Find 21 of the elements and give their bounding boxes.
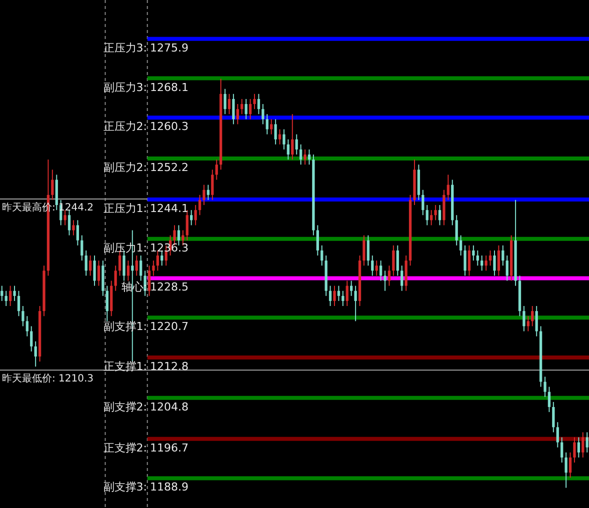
ref-line-label: 副支撑3: <box>103 480 147 494</box>
y-tick-label: 1275.9 <box>150 41 188 54</box>
ref-line-label: 正压力1: <box>103 202 147 215</box>
y-tick-label: 1268.1 <box>150 80 188 94</box>
y-tick-label: 1220.7 <box>150 320 188 334</box>
ref-line-label: 副压力3: <box>103 80 147 94</box>
ref-line-label: 正支撑2: <box>103 441 147 454</box>
y-tick-label: 1228.5 <box>150 280 188 294</box>
y-tick-label: 1260.3 <box>150 120 188 134</box>
y-tick-label: 1252.2 <box>150 161 188 174</box>
ref-line-label: 正压力2: <box>103 120 147 134</box>
y-tick-label: 1204.8 <box>150 400 188 414</box>
ref-line-label: 正支撑1: <box>103 360 147 374</box>
y-tick-label: 1212.8 <box>150 360 188 374</box>
ref-line-label: 昨天最低价: 1210.3 <box>2 372 94 385</box>
ref-line-label: 副支撑2: <box>103 400 147 414</box>
y-tick-label: 1244.1 <box>150 202 188 215</box>
y-tick-label: 1196.7 <box>150 441 188 454</box>
y-tick-label: 1188.9 <box>150 480 188 494</box>
ref-line-label: 正压力3: <box>103 41 147 54</box>
ref-line-label: 副压力2: <box>103 161 147 174</box>
